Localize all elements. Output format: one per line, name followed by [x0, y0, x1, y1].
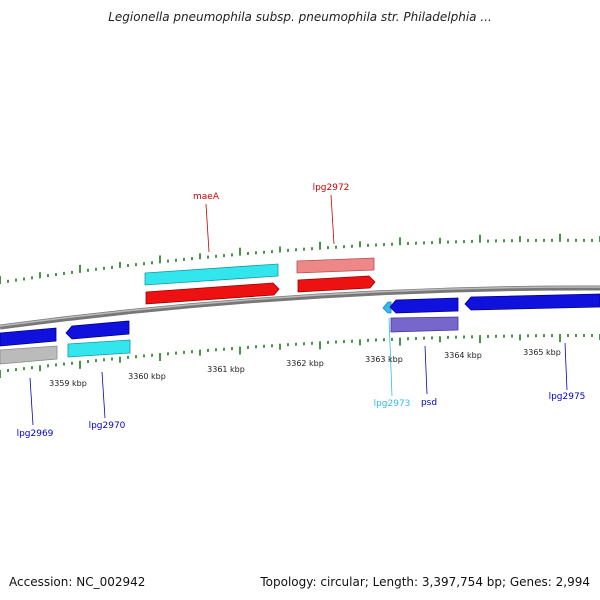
psd-leader [424, 345, 428, 395]
maeA-label[interactable]: maeA [193, 192, 220, 202]
lpg2972-cds-arrow[interactable] [297, 275, 376, 293]
lpg2970-leader [101, 371, 106, 419]
kbp-label-3360: 3360 kbp [128, 372, 166, 381]
lpg2969-cds-arrow[interactable] [0, 327, 57, 347]
lpg2970-feature-cyan[interactable] [67, 339, 131, 358]
lpg2970-label[interactable]: lpg2970 [89, 421, 126, 431]
kbp-label-3362: 3362 kbp [286, 359, 324, 368]
lpg2969-feature-gray[interactable] [0, 345, 58, 365]
psd-cds-arrow[interactable] [389, 297, 459, 314]
maeA-feature-cyan[interactable] [144, 263, 279, 286]
lpg2975-leader [564, 342, 568, 391]
psd-label[interactable]: psd [421, 398, 437, 408]
lpg2973-label[interactable]: lpg2973 [374, 399, 411, 409]
lpg2972-label[interactable]: lpg2972 [313, 183, 350, 193]
lpg2975-label[interactable]: lpg2975 [549, 392, 586, 402]
lpg2975-cds-arrow[interactable] [464, 293, 600, 311]
topology-text: Topology: circular; Length: 3,397,754 bp… [260, 575, 590, 589]
lpg2972-leader [330, 194, 335, 245]
kbp-label-3364: 3364 kbp [444, 351, 482, 360]
maeA-leader [205, 203, 210, 253]
lpg2969-leader [29, 377, 34, 426]
lpg2972-feature-pink[interactable] [296, 257, 375, 274]
maeA-cds-arrow[interactable] [145, 282, 280, 305]
kbp-label-3361: 3361 kbp [207, 365, 245, 374]
lpg2970-cds-arrow[interactable] [65, 320, 130, 340]
inner-tick-row [0, 334, 600, 378]
outer-tick-row [0, 233, 600, 284]
lpg2973-leader [388, 317, 393, 397]
psd-feature-purple[interactable] [390, 316, 459, 333]
genome-backbone [0, 285, 600, 330]
lpg2973-cds-arrow[interactable] [382, 301, 392, 314]
kbp-label-3363: 3363 kbp [365, 355, 403, 364]
kbp-label-3365: 3365 kbp [523, 348, 561, 357]
kbp-label-3359: 3359 kbp [49, 379, 87, 388]
lpg2969-label[interactable]: lpg2969 [17, 429, 54, 439]
map-title: Legionella pneumophila subsp. pneumophil… [108, 10, 492, 24]
accession-text: Accession: NC_002942 [9, 575, 146, 589]
